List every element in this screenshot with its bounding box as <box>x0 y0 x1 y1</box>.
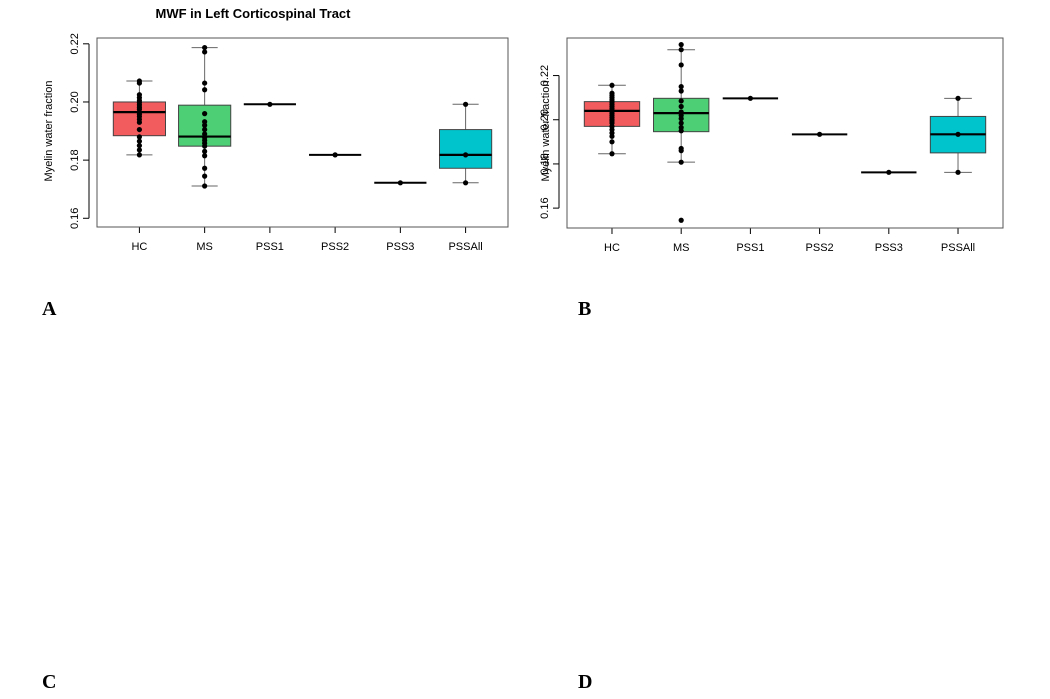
data-point <box>462 152 469 158</box>
data-point <box>678 47 684 53</box>
data-point <box>136 142 143 149</box>
panel-d: MWF in Superior Longitudinal FasciculusM… <box>147 29 1050 699</box>
chart-left-corticospinal: MWF in Left Corticospinal Tract Myelin wa… <box>43 6 509 253</box>
data-point <box>609 133 615 139</box>
data-point <box>332 152 338 158</box>
x-tick-label: PSSAll <box>941 242 975 254</box>
x-tick-label: PSS2 <box>806 242 834 254</box>
data-point <box>747 95 753 101</box>
data-point <box>202 122 208 128</box>
x-tick-label: HC <box>131 241 147 253</box>
x-tick-label: PSS2 <box>321 241 349 253</box>
data-point <box>817 131 823 137</box>
data-point <box>136 138 143 144</box>
data-point <box>462 180 469 186</box>
panel-letter: B <box>578 298 592 320</box>
chart-title: MWF in Left Corticospinal Tract <box>155 6 351 21</box>
data-point <box>678 128 684 134</box>
panel-letter: C <box>42 671 57 693</box>
data-point <box>202 183 208 189</box>
data-point <box>136 134 143 140</box>
plot-frame <box>96 37 509 228</box>
x-tick-label: PSS1 <box>256 241 284 253</box>
panel-letter: D <box>578 671 593 693</box>
data-point <box>202 173 208 179</box>
data-point <box>678 42 684 48</box>
y-tick-label: 0.22 <box>69 33 81 54</box>
data-point <box>678 148 684 154</box>
data-point <box>202 80 208 86</box>
data-point <box>886 169 892 175</box>
data-point <box>136 147 143 153</box>
data-point <box>202 165 208 171</box>
x-tick-label: PSS1 <box>736 242 764 254</box>
panel-c: MWF in Corpus CallosumMyelin water fract… <box>0 29 525 699</box>
x-tick-label: PSS3 <box>386 241 414 253</box>
data-point <box>678 88 684 94</box>
data-point <box>202 148 208 154</box>
data-point <box>202 49 208 55</box>
data-point <box>136 80 143 86</box>
data-point <box>136 152 143 158</box>
data-point <box>136 126 143 133</box>
data-point <box>202 143 208 149</box>
y-tick-label: 0.18 <box>539 153 551 174</box>
x-tick-label: PSS3 <box>875 242 903 254</box>
data-point <box>678 120 684 126</box>
y-tick-label: 0.16 <box>539 197 551 218</box>
data-point <box>202 111 208 117</box>
y-tick-label: 0.16 <box>69 208 81 229</box>
chart-superior-longitudinal: MWF in Superior Longitudinal FasciculusM… <box>147 29 1004 275</box>
data-point <box>609 151 615 157</box>
data-point <box>678 217 684 223</box>
data-point <box>609 139 615 145</box>
x-tick-label: MS <box>196 241 213 253</box>
data-point <box>678 103 684 110</box>
x-tick-label: PSSAll <box>448 241 482 253</box>
data-point <box>462 101 469 107</box>
data-point <box>955 169 961 175</box>
data-point <box>955 131 961 137</box>
data-point <box>202 44 208 51</box>
panel-letter: A <box>42 298 57 320</box>
y-tick-label: 0.20 <box>539 109 551 130</box>
data-point <box>678 159 684 165</box>
data-point <box>678 98 684 104</box>
data-point <box>678 84 684 90</box>
data-point <box>678 116 684 122</box>
data-point <box>202 87 208 93</box>
data-point <box>678 62 684 68</box>
data-point <box>202 153 208 159</box>
y-axis-label: Myelin water fraction <box>43 81 55 182</box>
y-axis-label: Myelin water fraction <box>540 81 552 182</box>
x-tick-label: HC <box>604 242 620 254</box>
data-point <box>136 119 143 125</box>
data-point <box>202 126 208 133</box>
y-tick-label: 0.18 <box>69 149 81 170</box>
data-point <box>609 82 615 88</box>
y-tick-label: 0.20 <box>69 91 81 112</box>
y-tick-label: 0.22 <box>539 65 551 86</box>
chart-corpus-callosum: MWF in Corpus CallosumMyelin water fract… <box>43 29 509 275</box>
data-point <box>397 180 403 186</box>
plot-frame <box>566 37 1004 229</box>
box <box>439 129 493 169</box>
data-point <box>955 95 961 101</box>
x-tick-label: MS <box>673 242 690 254</box>
panel-a: MWF in Left Corticospinal Tract Myelin wa… <box>0 0 525 350</box>
data-point <box>267 101 273 107</box>
